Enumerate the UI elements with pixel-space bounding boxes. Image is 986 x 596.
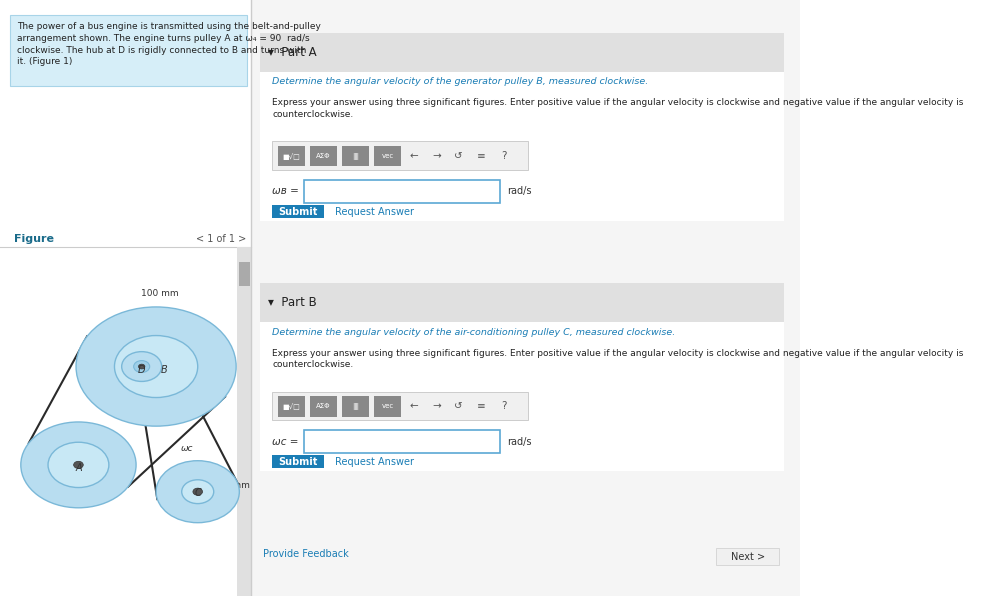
Circle shape	[192, 488, 202, 495]
FancyBboxPatch shape	[374, 146, 400, 166]
Text: Express your answer using three significant figures. Enter positive value if the: Express your answer using three signific…	[272, 349, 962, 369]
FancyBboxPatch shape	[341, 396, 369, 417]
FancyBboxPatch shape	[277, 146, 305, 166]
Text: ωв: ωв	[184, 350, 196, 359]
Text: ‖‖: ‖‖	[352, 153, 359, 160]
Circle shape	[151, 363, 161, 370]
Text: ■√□: ■√□	[282, 153, 300, 160]
FancyBboxPatch shape	[260, 33, 784, 72]
Text: 75 mm: 75 mm	[66, 429, 99, 438]
Circle shape	[48, 442, 108, 488]
FancyBboxPatch shape	[260, 283, 784, 322]
Text: Next >: Next >	[730, 552, 764, 561]
Circle shape	[138, 364, 145, 369]
Text: ↺: ↺	[454, 151, 462, 161]
Text: →: →	[432, 402, 440, 411]
FancyBboxPatch shape	[239, 262, 249, 286]
Text: Figure: Figure	[15, 234, 54, 244]
FancyBboxPatch shape	[237, 247, 251, 596]
Text: ▾  Part A: ▾ Part A	[268, 46, 317, 58]
Text: Express your answer using three significant figures. Enter positive value if the: Express your answer using three signific…	[272, 98, 962, 119]
FancyBboxPatch shape	[716, 548, 778, 565]
FancyBboxPatch shape	[272, 455, 323, 468]
Circle shape	[156, 461, 239, 523]
Text: Provide Feedback: Provide Feedback	[262, 550, 348, 559]
Circle shape	[121, 352, 162, 381]
Text: Submit: Submit	[278, 207, 317, 216]
Text: Determine the angular velocity of the air-conditioning pulley C, measured clockw: Determine the angular velocity of the ai…	[272, 328, 674, 337]
Text: ■√□: ■√□	[282, 403, 300, 410]
Text: ωᴄ: ωᴄ	[181, 444, 193, 453]
Circle shape	[181, 480, 214, 504]
Text: 25 mm: 25 mm	[112, 338, 144, 347]
FancyBboxPatch shape	[304, 430, 500, 453]
FancyBboxPatch shape	[11, 15, 246, 86]
Text: D: D	[138, 365, 145, 374]
Text: The power of a bus engine is transmitted using the belt-and-pulley
arrangement s: The power of a bus engine is transmitted…	[17, 22, 320, 66]
Text: A: A	[75, 463, 82, 473]
FancyBboxPatch shape	[260, 322, 784, 471]
Text: ωв =: ωв =	[272, 187, 299, 196]
Text: ?: ?	[500, 402, 506, 411]
Text: rad/s: rad/s	[506, 437, 530, 446]
Text: Request Answer: Request Answer	[334, 207, 413, 216]
Text: AΣΦ: AΣΦ	[316, 403, 330, 409]
Text: 100 mm: 100 mm	[141, 289, 178, 298]
Text: ↺: ↺	[454, 402, 462, 411]
Text: ‖‖: ‖‖	[352, 403, 359, 410]
Text: Determine the angular velocity of the generator pulley B, measured clockwise.: Determine the angular velocity of the ge…	[272, 77, 648, 86]
Text: 50 mm: 50 mm	[218, 481, 249, 491]
Text: vec: vec	[381, 153, 393, 159]
FancyBboxPatch shape	[341, 146, 369, 166]
FancyBboxPatch shape	[272, 205, 323, 218]
Text: ≡: ≡	[476, 402, 485, 411]
FancyBboxPatch shape	[277, 396, 305, 417]
Text: ←: ←	[409, 402, 418, 411]
Text: ?: ?	[500, 151, 506, 161]
Text: B: B	[161, 365, 168, 374]
Text: Submit: Submit	[278, 457, 317, 467]
Text: Request Answer: Request Answer	[334, 457, 413, 467]
Text: ←: ←	[409, 151, 418, 161]
FancyBboxPatch shape	[310, 396, 336, 417]
Text: AΣΦ: AΣΦ	[316, 153, 330, 159]
Text: ▾  Part B: ▾ Part B	[268, 296, 317, 309]
Text: < 1 of 1 >: < 1 of 1 >	[196, 234, 246, 244]
Text: vec: vec	[381, 403, 393, 409]
FancyBboxPatch shape	[272, 141, 528, 170]
FancyBboxPatch shape	[310, 146, 336, 166]
Text: ωᴄ =: ωᴄ =	[272, 437, 299, 446]
Circle shape	[114, 336, 197, 398]
Circle shape	[21, 422, 136, 508]
FancyBboxPatch shape	[374, 396, 400, 417]
Circle shape	[74, 461, 83, 468]
FancyBboxPatch shape	[272, 392, 528, 420]
Text: →: →	[432, 151, 440, 161]
Text: ≡: ≡	[476, 151, 485, 161]
FancyBboxPatch shape	[251, 0, 800, 596]
Circle shape	[76, 307, 236, 426]
Text: rad/s: rad/s	[506, 187, 530, 196]
FancyBboxPatch shape	[304, 180, 500, 203]
Circle shape	[133, 361, 150, 372]
FancyBboxPatch shape	[260, 72, 784, 221]
Text: ω₄: ω₄	[50, 495, 61, 504]
Text: C: C	[194, 489, 201, 498]
